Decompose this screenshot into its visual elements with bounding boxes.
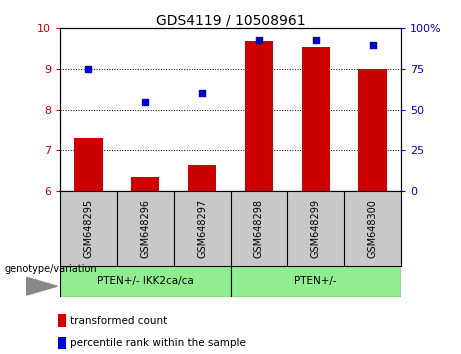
Point bbox=[85, 66, 92, 72]
Text: GSM648299: GSM648299 bbox=[311, 199, 321, 258]
Bar bbox=[131, 177, 160, 191]
Point bbox=[369, 42, 376, 47]
Bar bbox=[74, 138, 102, 191]
Bar bbox=[230, 266, 401, 297]
Text: PTEN+/-: PTEN+/- bbox=[295, 276, 337, 286]
Bar bbox=[58, 337, 66, 349]
Point bbox=[142, 99, 149, 104]
FancyArrow shape bbox=[27, 278, 57, 295]
Text: GSM648298: GSM648298 bbox=[254, 199, 264, 258]
Bar bbox=[188, 165, 216, 191]
Bar bbox=[245, 41, 273, 191]
Point bbox=[198, 91, 206, 96]
Text: PTEN+/- IKK2ca/ca: PTEN+/- IKK2ca/ca bbox=[97, 276, 194, 286]
Bar bbox=[60, 266, 230, 297]
Point bbox=[255, 37, 263, 42]
Title: GDS4119 / 10508961: GDS4119 / 10508961 bbox=[156, 13, 305, 27]
Text: GSM648296: GSM648296 bbox=[140, 199, 150, 258]
Point bbox=[312, 37, 319, 42]
Text: GSM648295: GSM648295 bbox=[83, 199, 94, 258]
Bar bbox=[301, 47, 330, 191]
Text: percentile rank within the sample: percentile rank within the sample bbox=[70, 338, 246, 348]
Text: transformed count: transformed count bbox=[70, 316, 167, 326]
Text: GSM648300: GSM648300 bbox=[367, 199, 378, 258]
Bar bbox=[58, 314, 66, 327]
Bar bbox=[358, 69, 387, 191]
Text: GSM648297: GSM648297 bbox=[197, 199, 207, 258]
Text: genotype/variation: genotype/variation bbox=[5, 264, 97, 274]
